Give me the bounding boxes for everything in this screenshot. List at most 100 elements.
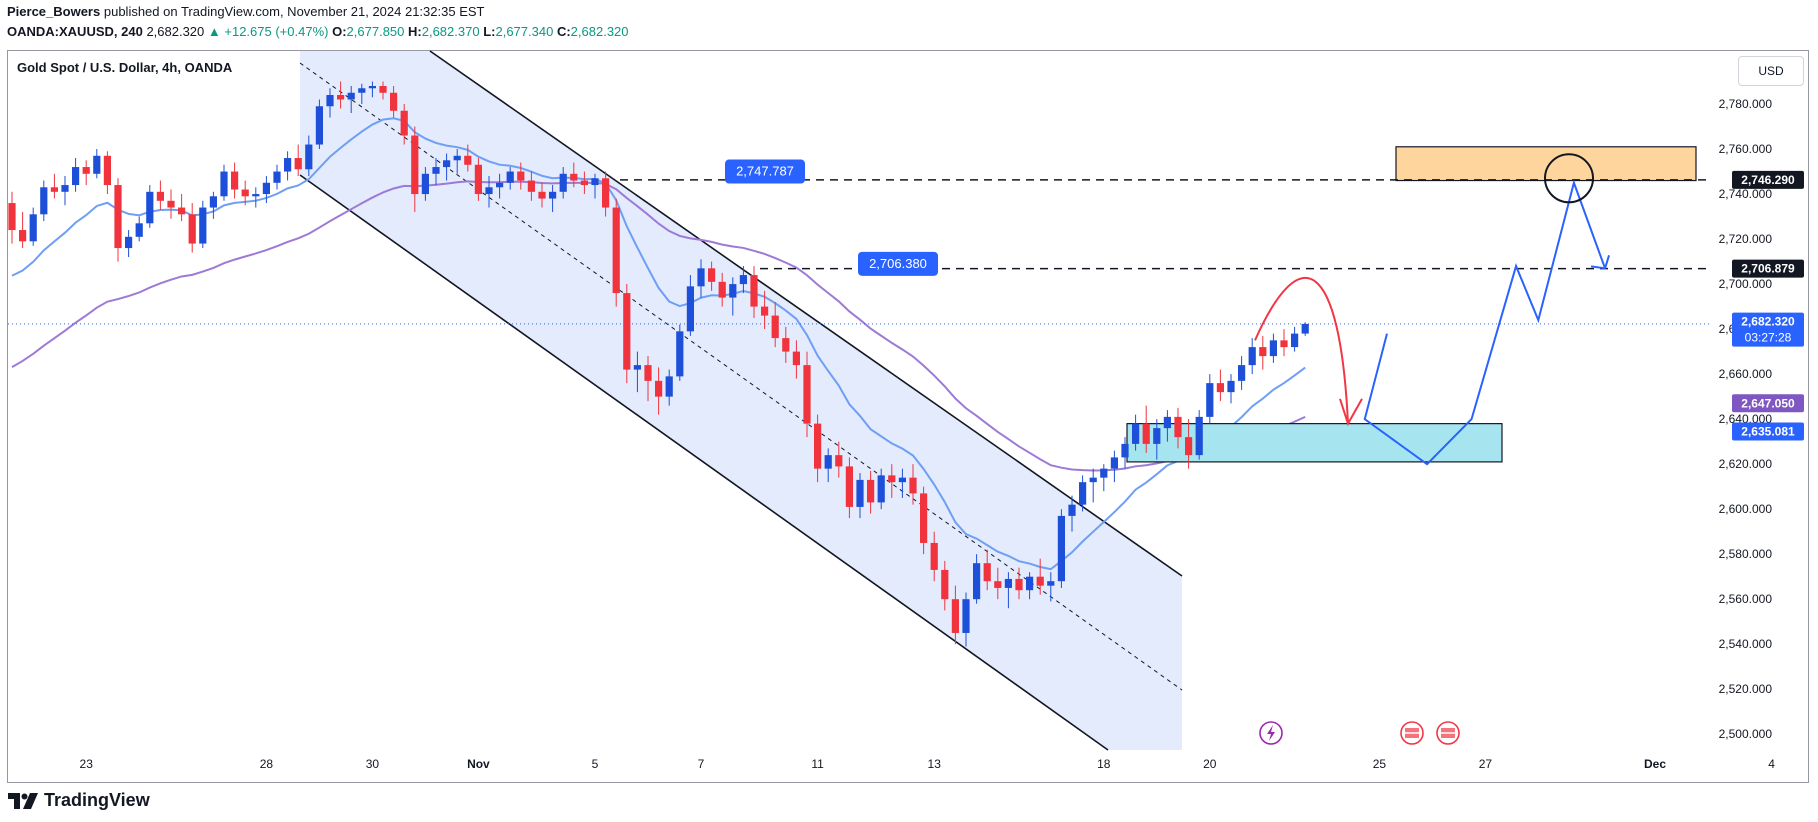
ma-fast-axis-label-box — [1732, 422, 1804, 441]
candle-body — [72, 167, 80, 186]
x-tick-label: 13 — [928, 757, 942, 771]
x-tick-label: 23 — [80, 757, 94, 771]
candle-body — [379, 86, 387, 93]
target-tag: 2,706.380 — [869, 256, 927, 271]
candle-body — [156, 191, 164, 201]
tradingview-logo-icon — [8, 792, 38, 809]
candle-body — [612, 207, 620, 294]
publish-info: Pierce_Bowers published on TradingView.c… — [7, 4, 484, 19]
candle-body — [909, 477, 917, 494]
candle-body — [888, 475, 896, 483]
candle-body — [1068, 504, 1076, 516]
projection-path — [1363, 179, 1606, 466]
y-tick-label: 2,600.000 — [1719, 502, 1773, 516]
open-label: O: — [332, 24, 347, 39]
candle-body — [347, 92, 355, 100]
last-price-axis-label: 2,682.320 — [1741, 315, 1795, 329]
candle-body — [644, 365, 652, 381]
candle-body — [708, 268, 716, 282]
y-tick-label: 2,620.000 — [1719, 457, 1773, 471]
ma-slow-axis-label-box — [1732, 394, 1804, 413]
candle-body — [962, 599, 970, 633]
price-chart[interactable]: 2,747.787 2,706.380 2,500.000 2,520.000 2,54… — [0, 0, 1818, 790]
candle-body — [1301, 323, 1309, 334]
y-tick-label: 2,540.000 — [1719, 637, 1773, 651]
candle-body — [527, 180, 535, 192]
resistance-axis-label: 2,746.290 — [1741, 173, 1795, 187]
last-price-axis-label-countdown: 03:27:28 — [1745, 331, 1792, 345]
candle-body — [1174, 416, 1182, 438]
candle-body — [474, 164, 482, 195]
candle-body — [167, 200, 175, 208]
last-price-axis-label-box — [1732, 312, 1804, 347]
candle-body — [549, 191, 557, 199]
candle-body — [358, 88, 366, 93]
y-tick-label: 2,700.000 — [1719, 277, 1773, 291]
symbol-label[interactable]: OANDA:XAUUSD, 240 — [7, 24, 143, 39]
candle-body — [1004, 578, 1012, 588]
close-label: C: — [556, 24, 571, 39]
candle-body — [114, 185, 122, 249]
open-value: 2,677.850 — [346, 24, 405, 39]
red-arrow-curve — [1254, 277, 1349, 424]
candle-body — [729, 284, 737, 298]
candle-body — [697, 268, 705, 287]
candle-body — [1089, 477, 1097, 483]
candle-body — [1280, 340, 1288, 348]
ma-slow-axis-label: 2,647.050 — [1741, 396, 1795, 410]
currency-button[interactable]: USD — [1738, 56, 1804, 86]
candle-body — [538, 191, 546, 199]
x-tick-label: 28 — [260, 757, 274, 771]
candle-body — [432, 167, 440, 174]
candle-body — [580, 180, 588, 186]
chart-frame[interactable] — [7, 50, 1809, 783]
candle-body — [1206, 383, 1214, 417]
candle-body — [1142, 423, 1150, 444]
candle-body — [570, 173, 578, 181]
y-tick-label: 2,780.000 — [1719, 97, 1773, 111]
candle-body — [103, 155, 111, 186]
y-tick-label: 2,520.000 — [1719, 682, 1773, 696]
y-tick-label: 2,500.000 — [1719, 727, 1773, 741]
candle-body — [337, 95, 345, 100]
candle-body — [655, 380, 663, 397]
author-name[interactable]: Pierce_Bowers — [7, 4, 101, 19]
low-label: L: — [483, 24, 496, 39]
ma-fast-axis-label: 2,635.081 — [1741, 425, 1795, 439]
tradingview-logo[interactable]: TradingView — [8, 790, 150, 811]
candle-body — [135, 223, 143, 237]
candle-body — [973, 563, 981, 600]
candle-body — [178, 207, 186, 215]
price-change: ▲ +12.675 (+0.47%) — [207, 24, 329, 39]
candle-body — [1110, 457, 1118, 469]
candle-body — [61, 185, 69, 192]
ma-fast-line — [11, 117, 1306, 571]
candle-body — [792, 351, 800, 366]
y-tick-label: 2,760.000 — [1719, 142, 1773, 156]
candle-body — [1100, 468, 1108, 478]
candle-body — [1026, 576, 1034, 591]
candle-body — [824, 455, 832, 469]
candle-body — [1238, 365, 1246, 381]
candle-body — [368, 86, 376, 89]
candle-body — [623, 293, 631, 370]
y-tick-label: 2,580.000 — [1719, 547, 1773, 561]
x-tick-label: 30 — [366, 757, 380, 771]
last-price: 2,682.320 — [146, 24, 205, 39]
candle-body — [559, 173, 567, 192]
candle-body — [1185, 437, 1193, 456]
candle-body — [602, 178, 610, 208]
y-tick-label: 2,560.000 — [1719, 592, 1773, 606]
candle-body — [1259, 347, 1267, 357]
candle-body — [898, 477, 906, 483]
x-tick-label: 7 — [698, 757, 705, 771]
channel-bottom-line — [299, 174, 1109, 751]
candle-body — [241, 189, 249, 197]
candle-body — [231, 171, 239, 190]
candle-body — [856, 479, 864, 507]
candle-body — [93, 155, 101, 174]
candle-body — [930, 542, 938, 570]
lightning-event-icon-glyph — [1267, 725, 1275, 741]
x-tick-label: 25 — [1373, 757, 1387, 771]
candle-body — [496, 182, 504, 188]
